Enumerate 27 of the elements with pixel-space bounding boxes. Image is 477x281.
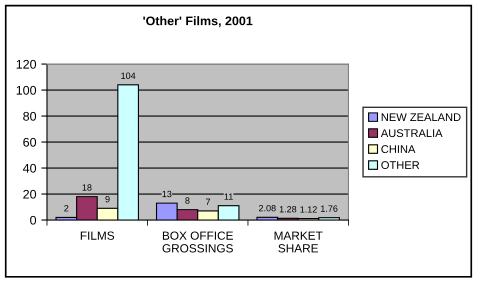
y-tick-label: 20: [23, 190, 36, 199]
legend-label: CHINA: [381, 145, 416, 154]
data-label: 18: [82, 184, 92, 191]
y-tick-label: 100: [16, 86, 36, 95]
y-tick-label: 40: [22, 164, 36, 173]
legend-label: AUSTRALIA: [380, 129, 443, 138]
data-label: 104: [121, 72, 136, 79]
x-tick-label: MARKET SHARE: [274, 232, 323, 253]
y-tick-label: 60: [23, 138, 36, 147]
legend-label: NEW ZEALAND: [382, 113, 461, 121]
y-tick-label: 120: [16, 60, 36, 69]
y-tick-label: 80: [23, 112, 36, 121]
data-label: 9: [105, 196, 110, 202]
data-label: 7: [206, 198, 210, 205]
data-label: 2: [64, 205, 68, 212]
data-label: 1.12: [300, 206, 317, 213]
data-label: 13: [162, 190, 172, 198]
data-label: 11: [224, 193, 233, 200]
legend-label: OTHER: [381, 161, 420, 170]
y-tick-label: 0: [30, 216, 36, 225]
data-label: 1.76: [321, 205, 338, 212]
data-label: 2.08: [258, 204, 276, 212]
chart-title: 'Other' Films, 2001: [143, 16, 252, 28]
data-label: 8: [185, 197, 190, 204]
x-tick-label: FILMS: [80, 231, 114, 240]
x-tick-label: BOX OFFICE GROSSINGS: [162, 231, 233, 253]
data-label: 1.28: [280, 206, 296, 212]
